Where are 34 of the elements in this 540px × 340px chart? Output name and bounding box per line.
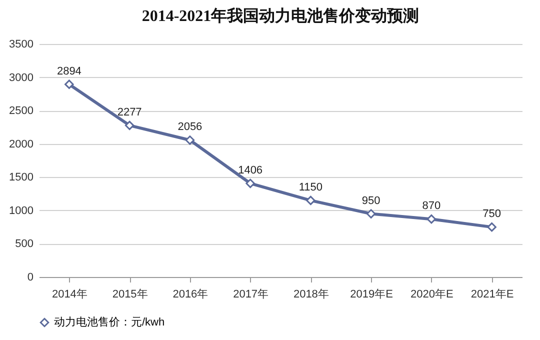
y-tick-label: 3500 xyxy=(9,38,34,50)
point xyxy=(246,178,255,188)
legend-label: 动力电池售价：元/kwh xyxy=(54,316,165,328)
data-label: 950 xyxy=(362,194,380,207)
y-tick-label: 500 xyxy=(15,238,34,250)
data-label: 2056 xyxy=(178,121,202,134)
y-tick-label: 0 xyxy=(27,272,34,284)
data-label: 2277 xyxy=(117,106,142,118)
point xyxy=(124,120,134,130)
x-tick-label: 2015年 xyxy=(112,288,148,300)
chart-title: 2014-2021年我国动力电池售价变动预测 xyxy=(142,7,420,25)
point xyxy=(185,136,195,145)
y-tick-label: 1000 xyxy=(9,204,34,217)
y-tick-label: 2000 xyxy=(9,138,34,150)
point xyxy=(306,196,316,206)
point xyxy=(366,209,376,218)
point xyxy=(487,222,496,232)
y-tick-label: 1500 xyxy=(9,172,34,184)
y-tick-label: 2500 xyxy=(9,105,34,118)
x-tick-label: 2021年E xyxy=(470,288,514,300)
y-tick-label: 3000 xyxy=(9,72,34,84)
x-tick-label: 2016年 xyxy=(172,288,208,300)
data-label: 870 xyxy=(422,200,441,212)
x-tick-label: 2020年E xyxy=(410,288,454,300)
point xyxy=(64,80,74,89)
point xyxy=(426,214,436,224)
data-label: 2894 xyxy=(56,65,82,78)
x-tick-label: 2014年 xyxy=(52,288,88,300)
data-label: 1150 xyxy=(298,181,323,194)
data-label: 750 xyxy=(482,208,501,220)
x-tick-label: 2019年E xyxy=(350,288,393,300)
data-label: 1406 xyxy=(238,164,263,176)
x-tick-label: 2018年 xyxy=(293,288,329,300)
x-tick-label: 2017年 xyxy=(233,288,269,300)
